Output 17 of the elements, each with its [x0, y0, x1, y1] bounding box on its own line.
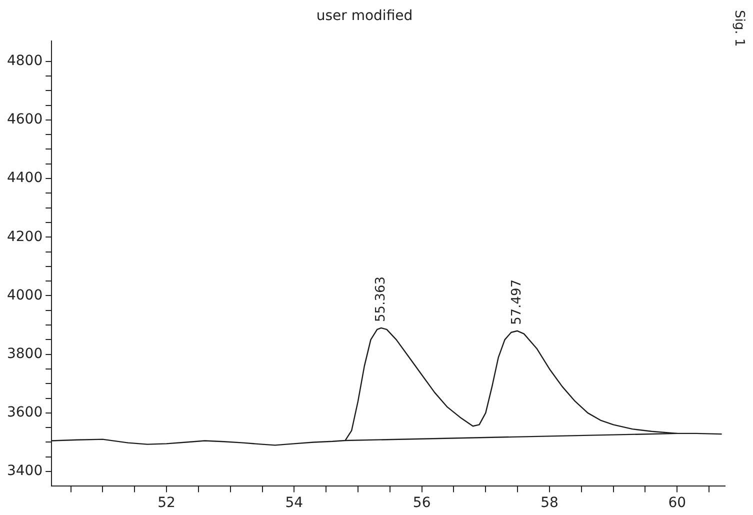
x-tick-label: 58 [540, 495, 558, 512]
y-tick-label: 3400 [6, 463, 43, 480]
y-tick-label: 3600 [6, 404, 43, 421]
annotation: 55.363 [374, 276, 389, 322]
y-tick-label: 4800 [6, 52, 43, 69]
text: Sig. 1 [732, 10, 747, 47]
x-tick-label: 56 [412, 495, 431, 512]
x-tick-label: 52 [158, 495, 176, 512]
x-tick-label: 54 [285, 495, 304, 512]
y-tick-label: 4000 [6, 287, 43, 304]
x-tick-label: 60 [668, 495, 686, 512]
y-tick-label: 3800 [6, 346, 43, 362]
chart-title: user modified [316, 8, 413, 24]
y-tick-label: 4600 [6, 112, 43, 128]
y-tick-label: 4400 [6, 170, 43, 186]
annotation: 57.497 [510, 279, 525, 325]
y-tick-label: 4200 [6, 228, 43, 245]
